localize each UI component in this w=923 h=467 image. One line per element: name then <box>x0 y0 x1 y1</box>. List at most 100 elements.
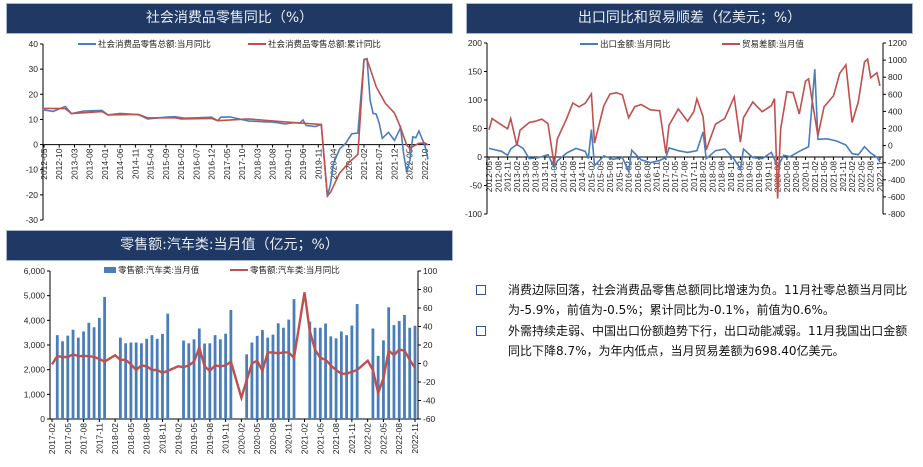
bar <box>282 327 285 419</box>
bar <box>224 333 228 419</box>
x-tick-label: 2020-02 <box>236 423 246 454</box>
series-line-1 <box>488 57 881 199</box>
x-tick-label: 2014-05 <box>558 161 568 192</box>
y-tick-label: 2,000 <box>24 365 46 375</box>
y2-tick-label: 1000 <box>888 55 907 65</box>
y2-tick-label: 200 <box>888 124 902 134</box>
bar <box>192 339 196 419</box>
x-tick-label: 2015-02 <box>586 161 596 192</box>
legend-label: 出口金额:当月同比 <box>600 39 670 49</box>
x-tick-label: 2017-05 <box>222 148 232 179</box>
note-exports: 外需持续走弱、中国出口份额趋势下行，出口动能减弱。11月我国出口金额同比下降8.… <box>472 321 918 361</box>
x-tick-label: 2017-02 <box>661 161 671 192</box>
bar <box>403 314 406 419</box>
y-tick-label: 30 <box>29 64 39 74</box>
bar <box>387 307 391 419</box>
x-tick-label: 2022-05 <box>856 161 866 192</box>
commentary: 消费边际回落，社会消费品零售总额同比增速为负。11月社零总额当月同比为-5.9%… <box>472 280 918 362</box>
x-tick-label: 2019-01 <box>283 148 293 179</box>
x-tick-label: 2017-05 <box>63 423 73 454</box>
x-tick-label: 2020-09 <box>344 148 354 179</box>
y-tick-label: 200 <box>468 38 482 48</box>
x-tick-label: 2021-02 <box>300 423 310 454</box>
x-tick-label: 2018-08 <box>268 148 278 179</box>
x-tick-label: 2022-10 <box>420 148 430 179</box>
x-tick-label: 2016-02 <box>176 148 186 179</box>
x-tick-label: 2017-08 <box>79 423 89 454</box>
y-tick-label: 0 <box>33 140 38 150</box>
x-tick-label: 2018-08 <box>142 423 152 454</box>
x-tick-label: 2016-11 <box>652 161 662 192</box>
bar <box>255 335 259 419</box>
x-tick-label: 2016-05 <box>633 161 643 192</box>
bar <box>324 323 327 419</box>
x-tick-label: 2013-08 <box>531 161 541 192</box>
bar <box>140 343 143 419</box>
x-tick-label: 2022-05 <box>378 423 388 454</box>
x-tick-label: 2022-11 <box>875 161 885 192</box>
x-tick-label: 2019-11 <box>313 148 323 179</box>
x-tick-label: 2022-08 <box>866 161 876 192</box>
x-tick-label: 2020-11 <box>284 423 294 454</box>
bar <box>413 325 417 419</box>
bar <box>161 333 164 419</box>
note-consumption: 消费边际回落，社会消费品零售总额同比增速为负。11月社零总额当月同比为-5.9%… <box>472 280 918 320</box>
bar <box>203 343 206 419</box>
x-tick-label: 2016-08 <box>642 161 652 192</box>
y2-tick-label: 600 <box>888 89 902 99</box>
x-tick-label: 2019-11 <box>221 423 231 454</box>
x-tick-label: 2021-07 <box>374 148 384 179</box>
x-tick-label: 2018-05 <box>707 161 717 192</box>
y-tick-label: 3,000 <box>24 340 46 350</box>
bar <box>124 343 128 419</box>
note-text: 消费边际回落，社会消费品零售总额同比增速为负。11月社零总额当月同比为-5.9%… <box>508 283 908 317</box>
bar <box>250 342 254 419</box>
x-tick-label: 2020-08 <box>268 423 278 454</box>
bar <box>392 325 396 419</box>
x-tick-label: 2017-02 <box>47 423 57 454</box>
bar <box>334 338 338 419</box>
y-tick-label: 0 <box>477 152 482 162</box>
x-tick-label: 2015-11 <box>614 161 624 192</box>
bar <box>187 343 191 419</box>
y-tick-label: 4,000 <box>24 315 46 325</box>
x-tick-label: 2018-11 <box>726 161 736 192</box>
x-tick-label: 2014-08 <box>568 161 578 192</box>
bar <box>339 331 343 419</box>
y-tick-label: -20 <box>26 190 39 200</box>
bar <box>313 327 317 419</box>
y2-tick-label: -600 <box>888 192 905 202</box>
x-tick-label: 2018-05 <box>126 423 136 454</box>
y-tick-label: -50 <box>470 181 483 191</box>
y-tick-label: 5,000 <box>24 291 46 301</box>
bar <box>261 329 264 419</box>
y2-tick-label: 80 <box>423 285 433 295</box>
legend-swatch <box>104 267 116 273</box>
bar <box>97 317 101 419</box>
y2-tick-label: 0 <box>888 141 893 151</box>
x-tick-label: 2020-08 <box>791 161 801 192</box>
y-tick-label: 6,000 <box>24 266 46 276</box>
x-tick-label: 2021-11 <box>838 161 848 192</box>
x-tick-label: 2012-11 <box>503 161 513 192</box>
y2-tick-label: -20 <box>423 377 436 387</box>
x-tick-label: 2015-04 <box>146 148 156 179</box>
bar <box>318 327 322 419</box>
y2-tick-label: -40 <box>423 396 436 406</box>
bar <box>287 319 291 419</box>
x-tick-label: 2014-02 <box>549 161 559 192</box>
y2-tick-label: -60 <box>423 414 436 424</box>
bar <box>329 336 333 419</box>
x-tick-label: 2015-08 <box>605 161 615 192</box>
y-tick-label: 50 <box>473 124 483 134</box>
x-tick-label: 2019-02 <box>173 423 183 454</box>
x-tick-label: 2012-08 <box>493 161 503 192</box>
x-tick-label: 2016-12 <box>207 148 217 179</box>
bar <box>397 321 401 419</box>
x-tick-label: 2014-11 <box>577 161 587 192</box>
x-tick-label: 2021-08 <box>331 423 341 454</box>
y-tick-label: -100 <box>465 209 482 219</box>
x-tick-label: 2022-02 <box>847 161 857 192</box>
y2-tick-label: -400 <box>888 175 905 185</box>
x-tick-label: 2021-05 <box>315 423 325 454</box>
